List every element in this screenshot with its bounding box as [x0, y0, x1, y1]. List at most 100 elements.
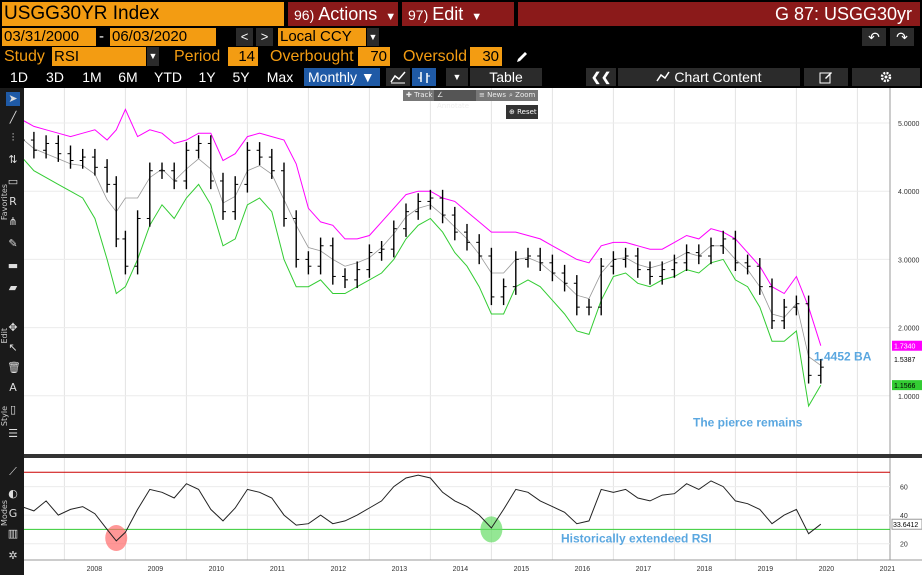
news-button[interactable]: ≡ News	[476, 90, 506, 101]
pointer-icon[interactable]: ↖	[8, 341, 18, 354]
next-period-button[interactable]: >	[256, 28, 273, 46]
end-date-field[interactable]: 06/03/2020	[110, 28, 216, 46]
period-button-1d[interactable]: 1D	[10, 69, 28, 85]
legend-icon[interactable]: ☰	[8, 427, 18, 440]
study-select[interactable]: RSI	[52, 47, 146, 66]
oversold-circle-2008	[105, 525, 128, 551]
price-tick-label: 5.0000	[898, 121, 920, 128]
draw-mode-icon[interactable]: ⟋	[9, 465, 17, 478]
rsi-badge-bg	[891, 518, 922, 530]
oversold-field[interactable]: 30	[470, 47, 502, 66]
period-button-max[interactable]: Max	[266, 69, 294, 85]
currency-field[interactable]: Local CCY	[278, 28, 366, 46]
period-button-1y[interactable]: 1Y	[198, 69, 216, 85]
upper-band-badge: 1.7340	[894, 344, 916, 351]
snap-icon[interactable]: ◐	[8, 487, 18, 500]
security-ticker-field[interactable]: USGG30YR Index	[2, 2, 284, 26]
price-tick-label: 1.0000	[898, 394, 920, 401]
upper-band-line	[24, 108, 822, 346]
chart-panel[interactable]: 1.0000 2.0000 3.0000 4.0000 5.0000 1.7340 1.53…	[24, 88, 922, 575]
pencil-icon[interactable]	[514, 49, 530, 65]
annotation-rsi: Historically extendeed RSI	[561, 531, 712, 545]
previous-period-button[interactable]: <	[236, 28, 253, 46]
cursor-icon[interactable]: ➤	[6, 92, 20, 106]
x-tick-label: 2011	[270, 566, 285, 573]
line-tool-icon[interactable]: ╱	[9, 111, 17, 124]
pitchfork-icon[interactable]: ⋔	[8, 215, 18, 228]
annotation-pierce: The pierce remains	[693, 415, 803, 429]
chevron-down-icon[interactable]: ▼	[147, 47, 159, 66]
brush-icon[interactable]: ✎	[8, 237, 18, 250]
price-tick-label: 4.0000	[898, 189, 920, 196]
chart-background	[24, 88, 922, 575]
edit-label: Edit	[0, 328, 9, 344]
move-icon[interactable]: ✥	[8, 321, 18, 334]
last-price-badge: 1.5387	[894, 357, 916, 364]
zoom-button[interactable]: ⌕ Zoom	[506, 90, 538, 101]
x-tick-label: 2020	[819, 566, 835, 573]
settings-small-icon[interactable]: ✲	[8, 549, 18, 562]
chart-content-button[interactable]: Chart Content	[618, 68, 800, 86]
pane-separator	[24, 454, 922, 458]
chart-content-label: Chart Content	[674, 69, 762, 85]
period-field[interactable]: 14	[228, 47, 258, 66]
horizontal-line-icon[interactable]: ▬	[7, 259, 19, 272]
rsi-tick-label: 60	[900, 485, 908, 492]
moving-average-line	[24, 139, 822, 366]
price-chart[interactable]: 1.0000 2.0000 3.0000 4.0000 5.0000 1.7340 1.53…	[24, 88, 922, 575]
chevron-down-icon[interactable]: ▼	[446, 68, 468, 86]
line-chart-icon[interactable]	[386, 68, 410, 86]
edit-chart-icon[interactable]	[804, 68, 848, 86]
rsi-line	[24, 474, 822, 542]
window-title: G 87: USGG30yr	[518, 2, 920, 26]
track-button[interactable]: ✚ Track	[403, 90, 434, 101]
edit-menu-button[interactable]: 97) Edit ▼	[402, 2, 514, 26]
channel-icon[interactable]: ⇅	[8, 153, 18, 166]
trash-icon[interactable]: 🗑	[7, 361, 21, 374]
drawing-toolbar: ➤ ╱ ⫶ ⇅ ▭ R ⋔ ✎ ▬ ▰ ✥ ↖ 🗑 A ▯ ☰ ⟋ ◐ G ▥ …	[0, 88, 24, 575]
bar-chart-icon[interactable]	[412, 68, 436, 86]
chevron-down-icon[interactable]: ▼	[367, 28, 379, 46]
layers-icon[interactable]: ▥	[7, 527, 19, 540]
lower-band-badge-bg	[892, 380, 922, 391]
actions-menu-label: Actions	[318, 4, 378, 24]
period-button-5y[interactable]: 5Y	[232, 69, 250, 85]
study-bar: Study RSI ▼ Period 14 Overbought 70 Over…	[0, 47, 922, 66]
date-range-bar: 03/31/2000 - 06/03/2020 < > Local CCY ▼ …	[0, 28, 922, 46]
start-date-field[interactable]: 03/31/2000	[2, 28, 96, 46]
annotate-button[interactable]: ∠ Annotate	[434, 90, 476, 110]
upper-band-badge-bg	[892, 340, 922, 351]
actions-menu-button[interactable]: 96) Actions ▼	[288, 2, 398, 26]
period-button-ytd[interactable]: YTD	[154, 69, 182, 85]
magnet-icon[interactable]: G	[8, 507, 18, 520]
rsi-tick-label: 40	[900, 513, 908, 520]
study-label: Study	[4, 48, 45, 65]
reset-button[interactable]: ⊕ Reset	[506, 105, 538, 119]
period-button-1m[interactable]: 1M	[82, 69, 102, 85]
rsi-badge: 33.6412	[893, 522, 918, 529]
lower-band-badge: 1.1566	[894, 383, 916, 390]
ruler-icon[interactable]: ▰	[8, 281, 18, 294]
oversold-label: Oversold	[403, 48, 468, 65]
text-icon[interactable]: A	[9, 381, 17, 394]
price-tick-label: 3.0000	[898, 257, 920, 264]
lower-band-line	[24, 158, 822, 408]
frequency-select[interactable]: Monthly ▼	[304, 68, 380, 86]
x-tick-label: 2008	[87, 566, 103, 573]
retracement-icon[interactable]: R	[9, 195, 17, 208]
gear-icon[interactable]	[852, 68, 920, 86]
rectangle-icon[interactable]: ▭	[7, 175, 19, 188]
period-button-3d[interactable]: 3D	[46, 69, 64, 85]
x-tick-label: 2018	[697, 566, 713, 573]
eraser-icon[interactable]: ▯	[9, 403, 17, 416]
period-button-6m[interactable]: 6M	[118, 69, 138, 85]
table-button[interactable]: Table	[470, 68, 542, 86]
x-tick-label: 2014	[453, 566, 469, 573]
collapse-panel-icon[interactable]: ❮❮	[586, 68, 616, 86]
overbought-field[interactable]: 70	[358, 47, 390, 66]
fib-icon[interactable]: ⫶	[11, 131, 15, 144]
overbought-label: Overbought	[270, 48, 354, 65]
price-tick-label: 2.0000	[898, 326, 920, 333]
undo-icon[interactable]: ↶	[862, 28, 886, 46]
redo-icon[interactable]: ↷	[890, 28, 914, 46]
